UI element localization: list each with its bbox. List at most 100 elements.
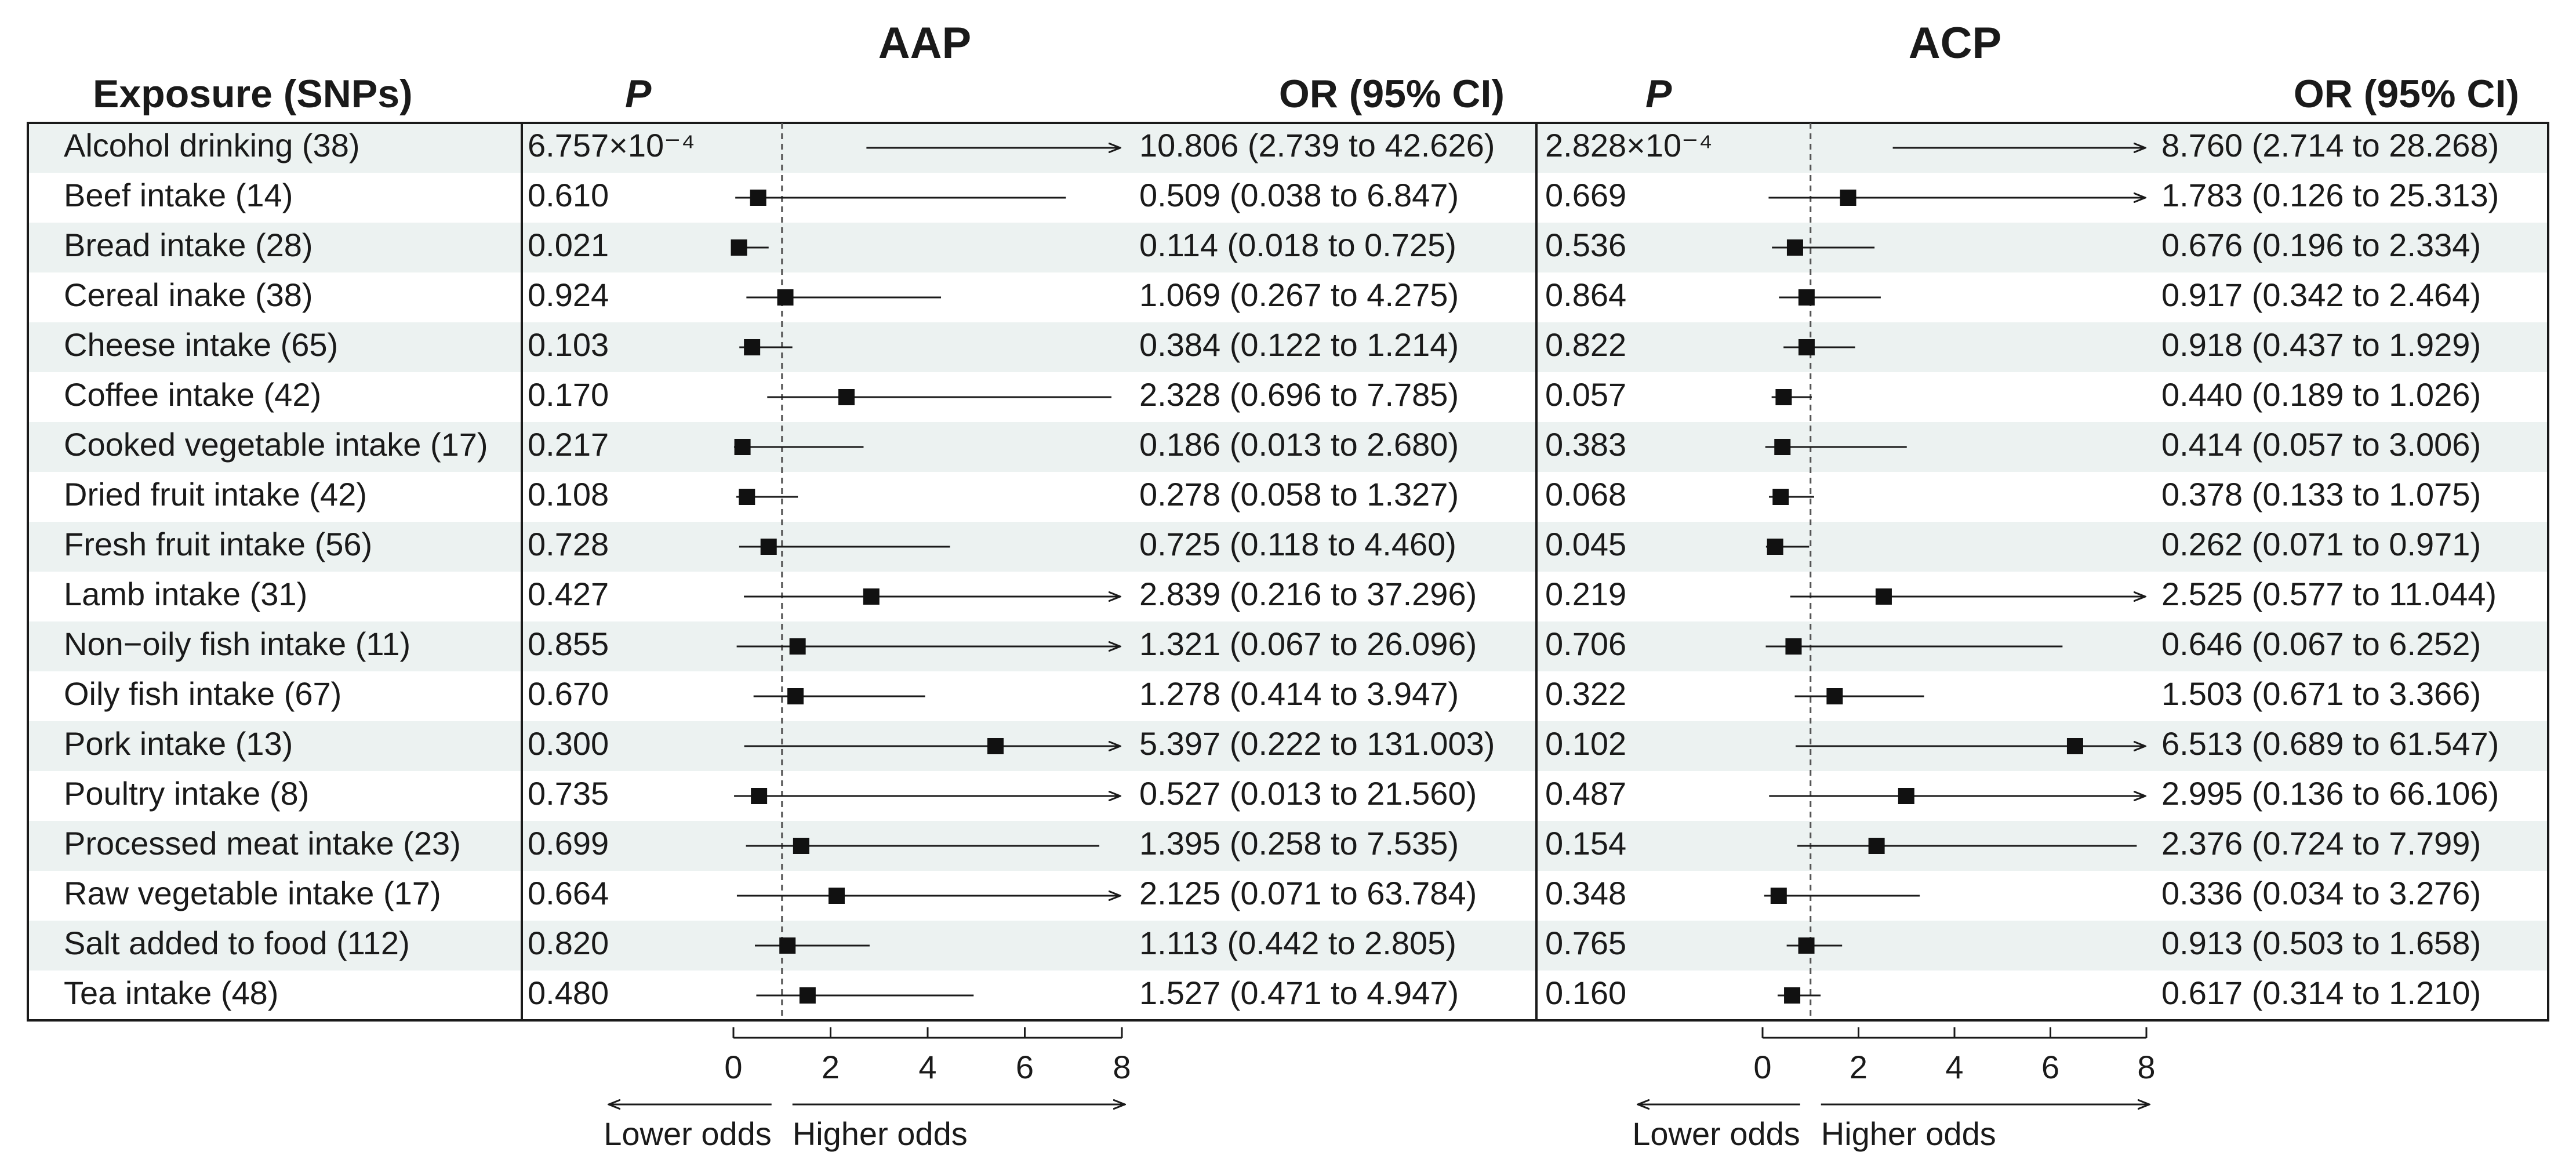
data-rows: Alcohol drinking (38) Beef intake (14) Bre… (64, 123, 2499, 1020)
point-estimate (731, 239, 747, 256)
exposure-label: Oily fish intake (67) (64, 675, 341, 712)
or-ci-text: 0.414 (0.057 to 3.006) (2161, 426, 2481, 463)
x-tick-label: 2 (1850, 1049, 1867, 1085)
point-estimate (1770, 888, 1787, 904)
point-estimate (734, 439, 751, 455)
point-estimate (1767, 539, 1783, 555)
p-value: 0.706 (1545, 626, 1626, 662)
point-estimate (1840, 190, 1856, 206)
or-ci-text: 0.262 (0.071 to 0.971) (2161, 526, 2481, 562)
p-header: P (625, 72, 652, 116)
or-ci-text: 0.186 (0.013 to 2.680) (1139, 426, 1459, 463)
exposure-label: Alcohol drinking (38) (64, 127, 359, 163)
p-value: 0.383 (1545, 426, 1626, 463)
table-frames (27, 122, 2549, 1022)
exposure-label: Fresh fruit intake (56) (64, 526, 372, 562)
p-value: 0.610 (528, 177, 609, 213)
or-ci-text: 0.114 (0.018 to 0.725) (1139, 227, 1456, 263)
or-ci-text: 0.378 (0.133 to 1.075) (2161, 476, 2481, 513)
point-estimate (799, 987, 816, 1004)
point-estimate (1875, 588, 1892, 605)
or-ci-text: 0.917 (0.342 to 2.464) (2161, 277, 2481, 313)
exposure-label: Processed meat intake (23) (64, 825, 461, 862)
point-estimate (828, 888, 845, 904)
column-headers: Exposure (SNPs) AAP P OR (95% CI) ACP P OR (95… (93, 19, 2519, 116)
or-ci-text: 1.783 (0.126 to 25.313) (2161, 177, 2499, 213)
row-bands (28, 123, 2548, 971)
p-value: 0.057 (1545, 376, 1626, 413)
p-value: 0.045 (1545, 526, 1626, 562)
point-estimate (751, 788, 768, 804)
point-estimate (1826, 688, 1843, 704)
exposure-label: Raw vegetable intake (17) (64, 875, 441, 911)
p-value: 0.322 (1545, 675, 1626, 712)
point-estimate (793, 838, 809, 854)
point-estimate (1898, 788, 1914, 804)
higher-odds-label: Higher odds (793, 1115, 968, 1152)
x-tick-label: 4 (1945, 1049, 1963, 1085)
or-ci-text: 1.527 (0.471 to 4.947) (1139, 975, 1459, 1011)
p-value: 0.108 (528, 476, 609, 513)
p-header: P (1645, 72, 1672, 116)
or-ci-text: 0.440 (0.189 to 1.026) (2161, 376, 2481, 413)
point-estimate (1775, 389, 1792, 405)
or-ci-text: 0.918 (0.437 to 1.929) (2161, 326, 2481, 363)
point-estimate (1785, 638, 1802, 655)
or-ci-text: 5.397 (0.222 to 131.003) (1139, 725, 1495, 762)
p-value: 0.427 (528, 576, 609, 612)
or-ci-text: 0.509 (0.038 to 6.847) (1139, 177, 1459, 213)
p-value: 0.820 (528, 925, 609, 961)
exposure-label: Beef intake (14) (64, 177, 293, 213)
point-estimate (1784, 987, 1801, 1004)
p-value: 0.480 (528, 975, 609, 1011)
p-value: 0.487 (1545, 775, 1626, 812)
lower-odds-label: Lower odds (604, 1115, 772, 1152)
exposure-label: Non−oily fish intake (11) (64, 626, 410, 662)
x-tick-label: 2 (822, 1049, 840, 1085)
row-band (28, 223, 2548, 272)
row-band (28, 322, 2548, 372)
or-ci-text: 0.336 (0.034 to 3.276) (2161, 875, 2481, 911)
or-ci-text: 10.806 (2.739 to 42.626) (1139, 127, 1495, 163)
or-ci-text: 0.278 (0.058 to 1.327) (1139, 476, 1459, 513)
p-value: 0.348 (1545, 875, 1626, 911)
or-ci-text: 0.617 (0.314 to 1.210) (2161, 975, 2481, 1011)
point-estimate (1798, 937, 1815, 954)
p-value: 0.664 (528, 875, 609, 911)
point-estimate (1774, 439, 1791, 455)
exposure-label: Salt added to food (112) (64, 925, 410, 961)
or-ci-text: 1.278 (0.414 to 3.947) (1139, 675, 1459, 712)
table-border (27, 122, 2549, 1022)
p-value: 0.102 (1545, 725, 1626, 762)
or-ci-text: 0.527 (0.013 to 21.560) (1139, 775, 1477, 812)
point-estimate (2066, 738, 2083, 754)
exposure-label: Tea intake (48) (64, 975, 278, 1011)
point-estimate (863, 588, 880, 605)
or-ci-text: 1.395 (0.258 to 7.535) (1139, 825, 1459, 862)
lower-odds-label: Lower odds (1632, 1115, 1800, 1152)
exposure-label: Cooked vegetable intake (17) (64, 426, 488, 463)
exposure-label: Cereal inake (38) (64, 277, 313, 313)
point-estimate (744, 339, 761, 355)
p-value: 0.219 (1545, 576, 1626, 612)
x-tick-label: 6 (2041, 1049, 2059, 1085)
exposure-label: Cheese intake (65) (64, 326, 338, 363)
or-ci-text: 0.913 (0.503 to 1.658) (2161, 925, 2481, 961)
or-ci-text: 0.676 (0.196 to 2.334) (2161, 227, 2481, 263)
p-value: 0.021 (528, 227, 609, 263)
point-estimate (739, 489, 755, 505)
x-tick-label: 6 (1016, 1049, 1034, 1085)
panel-title: ACP (1909, 19, 2001, 68)
point-estimate (787, 688, 804, 704)
row-band (28, 422, 2548, 472)
or-ci-text: 1.503 (0.671 to 3.366) (2161, 675, 2481, 712)
or-ci-text: 0.384 (0.122 to 1.214) (1139, 326, 1459, 363)
exposure-label: Bread intake (28) (64, 227, 313, 263)
p-value: 0.735 (528, 775, 609, 812)
or-ci-text: 8.760 (2.714 to 28.268) (2161, 127, 2499, 163)
p-value: 0.154 (1545, 825, 1626, 862)
or-ci-text: 2.995 (0.136 to 66.106) (2161, 775, 2499, 812)
x-tick-label: 8 (1113, 1049, 1131, 1085)
p-value: 0.822 (1545, 326, 1626, 363)
